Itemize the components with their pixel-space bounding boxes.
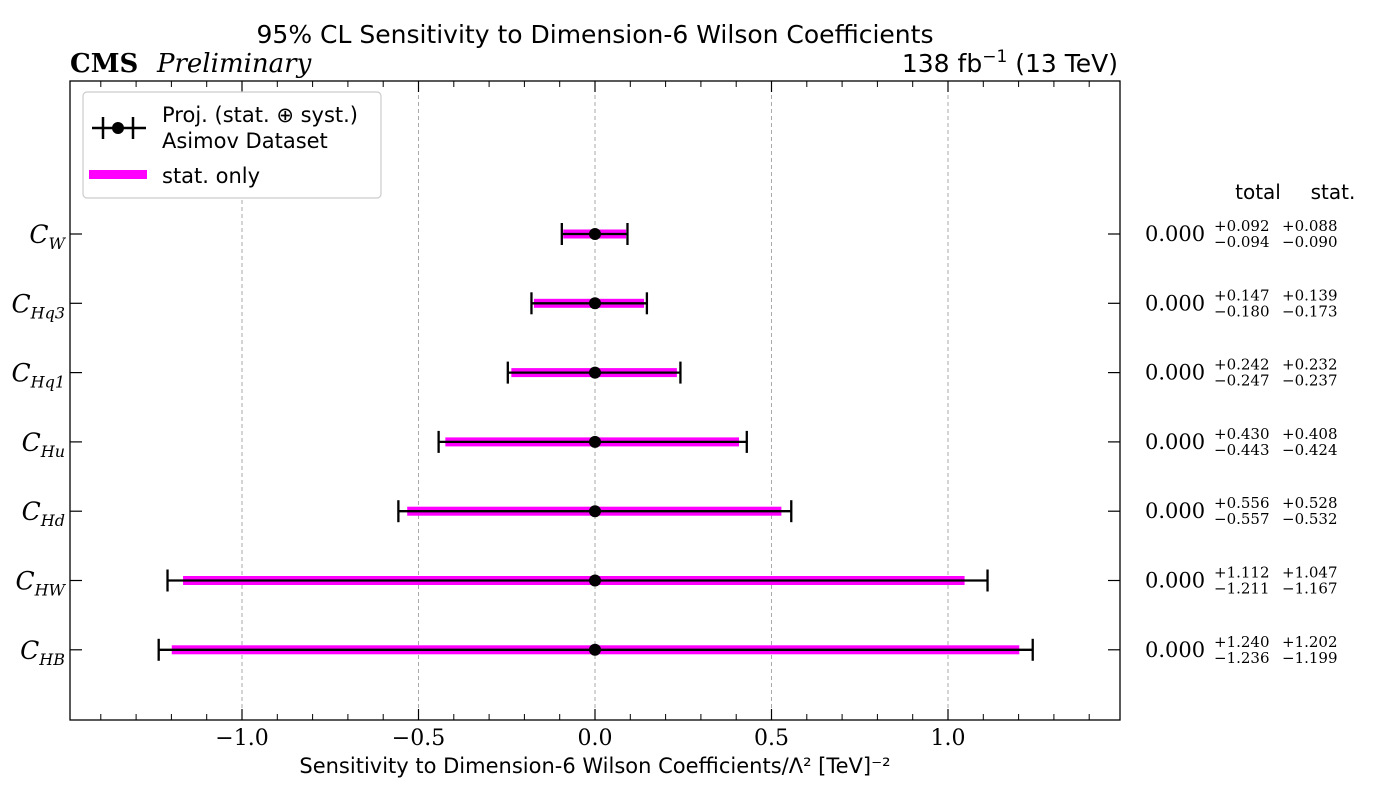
- y-category-label: CHq3: [11, 289, 65, 322]
- stat-down-label: −1.199: [1282, 649, 1338, 667]
- x-tick-label: 0.5: [754, 726, 789, 751]
- legend: Proj. (stat. ⊕ syst.) Asimov Dataset sta…: [82, 91, 382, 199]
- x-tick-label: −1.0: [215, 726, 268, 751]
- central-value-label: 0.000: [1145, 499, 1205, 523]
- central-value-label: 0.000: [1145, 291, 1205, 315]
- central-value-label: 0.000: [1145, 361, 1205, 385]
- chart-title: 95% CL Sensitivity to Dimension-6 Wilson…: [257, 20, 934, 49]
- central-value-label: 0.000: [1145, 222, 1205, 246]
- total-up-label: +0.556: [1214, 494, 1270, 512]
- total-down-label: −0.094: [1214, 233, 1270, 251]
- central-value-point: [589, 574, 601, 587]
- total-down-label: −1.236: [1214, 649, 1270, 667]
- x-tick-label: 0.0: [578, 726, 613, 751]
- stat-up-label: +0.232: [1282, 356, 1338, 374]
- total-up-label: +0.430: [1214, 425, 1270, 443]
- stat-up-label: +0.408: [1282, 425, 1338, 443]
- total-up-label: +0.242: [1214, 356, 1270, 374]
- y-category-label: CW: [29, 220, 66, 253]
- central-value-point: [589, 297, 601, 310]
- lumi-exponent: −1: [982, 47, 1007, 67]
- central-value-point: [589, 228, 601, 240]
- total-down-label: −0.443: [1214, 441, 1270, 459]
- legend-box: [82, 91, 382, 199]
- experiment-label: CMS: [70, 49, 138, 79]
- x-tick-labels: −1.0 −0.5 0.0 0.5 1.0: [215, 726, 965, 751]
- table-header-stat: stat.: [1311, 180, 1356, 204]
- y-category-labels: CW CHq3 CHq1 CHu CHd CHW CHB: [11, 220, 66, 669]
- total-down-label: −0.247: [1214, 372, 1270, 390]
- x-axis-label: Sensitivity to Dimension-6 Wilson Coeffi…: [299, 754, 890, 778]
- stat-up-label: +1.202: [1282, 633, 1338, 651]
- stat-down-label: −0.424: [1282, 441, 1338, 459]
- central-value-point: [589, 505, 601, 518]
- total-down-label: −1.211: [1214, 580, 1270, 598]
- stat-down-label: −1.167: [1282, 580, 1338, 598]
- stat-up-label: +0.528: [1282, 494, 1338, 512]
- total-up-label: +1.240: [1214, 633, 1270, 651]
- lumi-value: 138 fb: [902, 49, 982, 78]
- total-down-label: −0.557: [1214, 510, 1270, 528]
- legend-total-marker: [92, 117, 146, 139]
- y-category-label: CHd: [22, 497, 65, 530]
- energy-value: (13 TeV): [1015, 49, 1118, 78]
- legend-total-label-1: Proj. (stat. ⊕ syst.): [162, 103, 358, 127]
- total-down-label: −0.180: [1214, 302, 1270, 320]
- status-label: Preliminary: [156, 49, 312, 79]
- legend-total-label-2: Asimov Dataset: [162, 129, 328, 153]
- y-category-label: CHu: [22, 428, 65, 461]
- total-up-label: +0.092: [1214, 217, 1270, 235]
- x-tick-label: −0.5: [392, 726, 445, 751]
- total-up-label: +1.112: [1214, 564, 1270, 582]
- stat-down-label: −0.173: [1282, 302, 1338, 320]
- central-value-point: [589, 366, 601, 379]
- values-table: 0.000 +0.092−0.094 +0.088−0.090 0.000 +0.147…: [1145, 217, 1338, 667]
- y-category-label: CHB: [20, 636, 65, 669]
- luminosity-label: 138 fb−1 (13 TeV): [902, 47, 1118, 78]
- y-category-label: CHq1: [11, 359, 65, 392]
- stat-down-label: −0.090: [1282, 233, 1338, 251]
- stat-down-label: −0.532: [1282, 510, 1338, 528]
- error-bars: [157, 223, 1034, 661]
- legend-stat-label: stat. only: [162, 164, 260, 188]
- stat-up-label: +1.047: [1282, 564, 1338, 582]
- central-value-label: 0.000: [1145, 638, 1205, 662]
- stat-up-label: +0.139: [1282, 286, 1338, 304]
- axis-ticks: [70, 81, 1120, 720]
- central-value-label: 0.000: [1145, 430, 1205, 454]
- total-up-label: +0.147: [1214, 286, 1270, 304]
- y-category-label: CHW: [15, 567, 66, 600]
- central-value-point: [589, 435, 601, 448]
- table-header-total: total: [1235, 180, 1281, 204]
- central-value-label: 0.000: [1145, 569, 1205, 593]
- central-value-point: [589, 643, 601, 656]
- x-tick-label: 1.0: [931, 726, 966, 751]
- stat-up-label: +0.088: [1282, 217, 1338, 235]
- legend-stat-marker: [89, 170, 147, 179]
- stat-down-label: −0.237: [1282, 372, 1338, 390]
